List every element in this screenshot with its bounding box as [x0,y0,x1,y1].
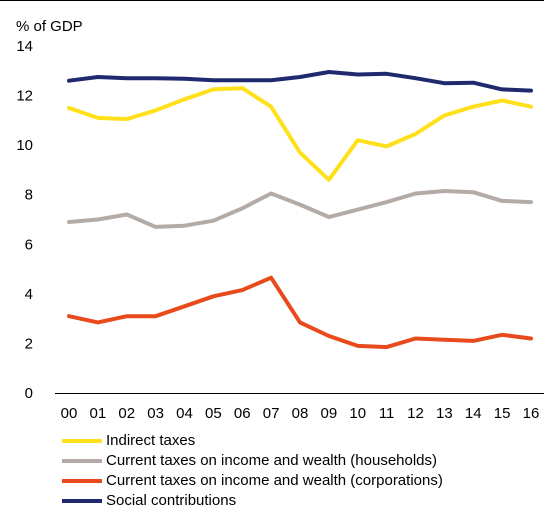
legend-item: Indirect taxes [62,431,443,451]
legend-label: Indirect taxes [106,432,196,449]
legend: Indirect taxes Current taxes on income an… [62,431,443,511]
legend-swatch [62,439,102,443]
x-tick-label: 00 [61,405,78,422]
legend-swatch [62,479,102,483]
series-line [67,189,533,229]
x-tick-label: 06 [234,405,251,422]
x-tick-label: 13 [436,405,453,422]
y-tick-label: 6 [25,236,33,253]
legend-label: Current taxes on income and wealth (hous… [106,452,438,469]
y-tick-label: 10 [16,137,33,154]
x-tick-label: 14 [465,405,482,422]
x-tick-label: 09 [321,405,338,422]
y-tick-label: 12 [16,88,33,105]
series-line [67,275,533,350]
x-tick-label: 03 [147,405,164,422]
series-lines [67,70,533,350]
x-tick-label: 04 [176,405,193,422]
x-tick-label: 05 [205,405,222,422]
x-tick-label: 08 [292,405,309,422]
y-tick-label: 14 [16,38,33,55]
x-axis-ticks: 00 01 02 03 04 05 06 07 08 09 10 11 12 13 14 15 16 [61,405,540,422]
legend-item: Current taxes on income and wealth (hous… [62,451,443,471]
x-tick-label: 16 [523,405,540,422]
y-tick-label: 0 [25,385,33,402]
x-tick-label: 01 [90,405,107,422]
y-axis-ticks: 0 2 4 6 8 10 12 14 [16,38,33,402]
legend-label: Social contributions [106,492,237,509]
legend-label: Current taxes on income and wealth (corp… [106,472,443,489]
x-tick-label: 12 [407,405,424,422]
legend-swatch [62,459,102,463]
y-tick-label: 8 [25,187,33,204]
y-axis-label: % of GDP [16,18,83,35]
x-tick-label: 02 [118,405,135,422]
y-tick-label: 4 [25,286,33,303]
series-line [67,86,533,182]
legend-item: Social contributions [62,491,443,511]
legend-swatch [62,499,102,503]
x-tick-label: 15 [494,405,511,422]
series-line [67,70,533,93]
y-tick-label: 2 [25,335,33,352]
x-tick-label: 10 [349,405,366,422]
x-tick-label: 11 [379,405,395,422]
x-tick-label: 07 [263,405,280,422]
top-rule [0,0,544,1]
legend-item: Current taxes on income and wealth (corp… [62,471,443,491]
